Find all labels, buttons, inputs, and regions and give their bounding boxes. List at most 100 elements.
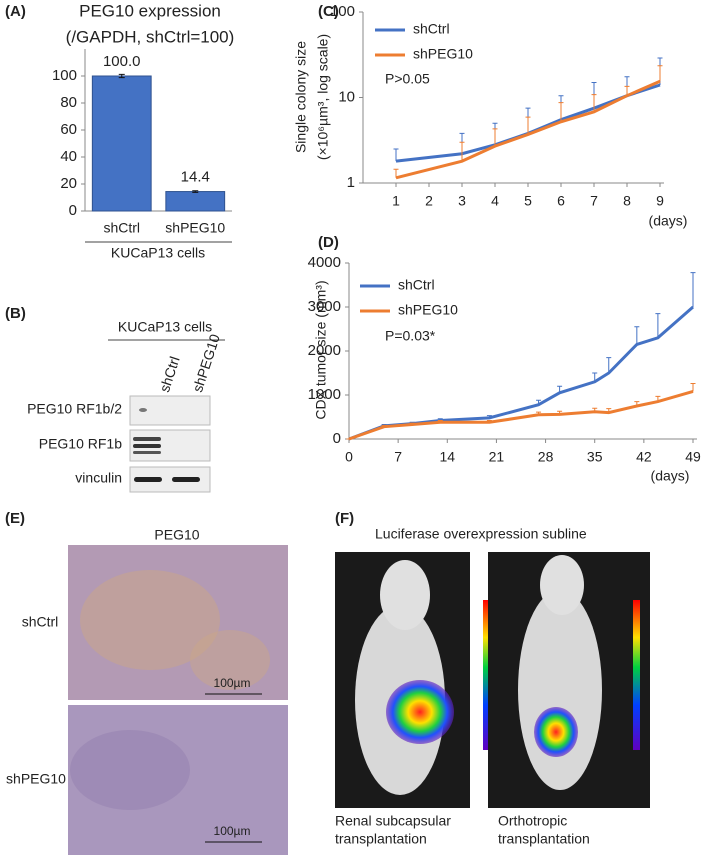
value-label: 100.0 bbox=[103, 53, 141, 70]
y-tick-label: 1000 bbox=[308, 386, 341, 403]
group-label: KUCaP13 cells bbox=[118, 319, 212, 335]
x-tick-label: 6 bbox=[557, 193, 565, 209]
scale-bar-label: 100µm bbox=[214, 676, 251, 690]
panel-title: PEG10 bbox=[154, 527, 199, 543]
y-tick-label: 20 bbox=[60, 175, 77, 192]
x-tick-label: 0 bbox=[345, 449, 353, 465]
lane-label: shPEG10 bbox=[189, 332, 223, 394]
error-bar bbox=[591, 94, 597, 112]
y-tick-label: 100 bbox=[52, 67, 77, 84]
y-tick-label: 0 bbox=[69, 202, 77, 219]
y-tick-label: 4000 bbox=[308, 254, 341, 271]
error-bar bbox=[118, 73, 125, 79]
panel-label: (D) bbox=[318, 234, 339, 251]
line bbox=[395, 79, 661, 180]
error-bar bbox=[634, 326, 640, 345]
x-tick-label: 4 bbox=[491, 193, 499, 209]
error-bar bbox=[606, 357, 612, 373]
row-label: PEG10 RF1b/2 bbox=[27, 401, 122, 417]
row-label: PEG10 RF1b bbox=[39, 436, 122, 452]
panel-label: (B) bbox=[5, 305, 26, 322]
x-axis-label: (days) bbox=[649, 213, 688, 229]
caption: transplantation bbox=[335, 831, 427, 847]
panel-title: Luciferase overexpression subline bbox=[375, 526, 587, 542]
y-axis-label: Single colony size bbox=[293, 41, 309, 153]
mouse bbox=[518, 590, 602, 790]
y-tick-label: 1 bbox=[347, 174, 355, 191]
y-tick-label: 100 bbox=[330, 3, 355, 20]
bar bbox=[165, 191, 226, 212]
color-scale bbox=[483, 600, 490, 750]
mouse bbox=[380, 560, 430, 630]
panel-label: (E) bbox=[5, 510, 25, 527]
row-label: vinculin bbox=[75, 470, 122, 486]
row-label: shCtrl bbox=[22, 614, 59, 630]
error-bar bbox=[192, 190, 199, 193]
error-bar bbox=[655, 313, 661, 338]
y-axis-label: CDX tumor size (mm³) bbox=[313, 280, 329, 419]
error-bar bbox=[558, 102, 564, 122]
luminescence bbox=[386, 680, 454, 744]
panel-label: (A) bbox=[5, 3, 26, 20]
caption: Renal subcapsular bbox=[335, 813, 451, 829]
y-tick-label: 2000 bbox=[308, 342, 341, 359]
error-bar bbox=[690, 383, 696, 392]
stain bbox=[80, 570, 220, 670]
x-tick-label: 28 bbox=[538, 449, 554, 465]
lane-label: shCtrl bbox=[156, 354, 183, 394]
x-tick-label: 35 bbox=[587, 449, 603, 465]
legend-label: shPEG10 bbox=[413, 46, 473, 62]
x-axis-label: KUCaP13 cells bbox=[111, 245, 205, 261]
band bbox=[133, 444, 161, 448]
x-tick-label: 8 bbox=[623, 193, 631, 209]
x-tick-label: 5 bbox=[524, 193, 532, 209]
caption: Orthotropic bbox=[498, 813, 567, 829]
y-tick-label: 40 bbox=[60, 148, 77, 165]
x-tick-label: 2 bbox=[425, 193, 433, 209]
band bbox=[133, 451, 161, 454]
legend-label: shPEG10 bbox=[398, 302, 458, 318]
y-tick-label: 10 bbox=[338, 88, 355, 105]
y-tick-label: 0 bbox=[333, 430, 341, 447]
error-bar bbox=[657, 65, 663, 82]
x-tick-label: 7 bbox=[394, 449, 402, 465]
line bbox=[348, 390, 694, 441]
x-tick-label: 9 bbox=[656, 193, 664, 209]
scale-bar-label: 100µm bbox=[214, 824, 251, 838]
band bbox=[172, 477, 200, 482]
x-axis-label: (days) bbox=[651, 468, 690, 484]
band bbox=[134, 477, 162, 482]
error-bar bbox=[459, 141, 465, 162]
chart-subtitle: (/GAPDH, shCtrl=100) bbox=[66, 27, 235, 46]
caption: transplantation bbox=[498, 831, 590, 847]
annotation: P=0.03* bbox=[385, 328, 436, 344]
error-bar bbox=[492, 128, 498, 147]
panel-label: (C) bbox=[318, 3, 339, 20]
y-tick-label: 60 bbox=[60, 121, 77, 138]
legend-label: shCtrl bbox=[413, 21, 450, 37]
x-tick-label: 14 bbox=[439, 449, 455, 465]
luminescence bbox=[534, 707, 578, 757]
color-scale bbox=[633, 600, 640, 750]
value-label: 14.4 bbox=[181, 169, 210, 186]
x-tick-label: 3 bbox=[458, 193, 466, 209]
panel-label: (F) bbox=[335, 510, 354, 527]
row-label: shPEG10 bbox=[6, 771, 66, 787]
x-tick-label: 7 bbox=[590, 193, 598, 209]
annotation: P>0.05 bbox=[385, 71, 430, 87]
band bbox=[133, 437, 161, 441]
stain bbox=[70, 730, 190, 810]
x-tick-label: 1 bbox=[392, 193, 400, 209]
x-tick-label: 49 bbox=[685, 449, 701, 465]
x-tick-label: shCtrl bbox=[103, 220, 140, 236]
stain bbox=[190, 630, 270, 690]
y-tick-label: 3000 bbox=[308, 298, 341, 315]
chart-title: PEG10 expression bbox=[79, 1, 221, 20]
x-tick-label: 21 bbox=[489, 449, 505, 465]
mouse bbox=[540, 555, 584, 615]
legend-label: shCtrl bbox=[398, 277, 435, 293]
y-axis-label: (×10⁶µm³, log scale) bbox=[315, 34, 331, 160]
band bbox=[139, 408, 147, 412]
x-tick-label: shPEG10 bbox=[165, 220, 225, 236]
